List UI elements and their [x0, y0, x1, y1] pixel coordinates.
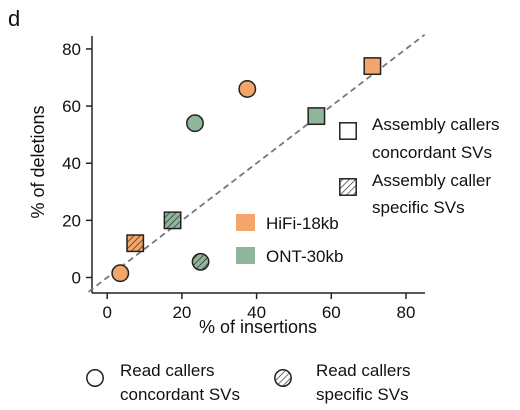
legend-color-swatch — [236, 247, 255, 264]
point-hifi-18kb-square-hatched — [126, 234, 145, 253]
point-hifi-18kb-square-solid — [363, 57, 382, 76]
legend-shape-marker — [339, 122, 357, 140]
legend-shape-label: specific SVs — [372, 198, 465, 217]
x-tick-label: 40 — [247, 303, 266, 322]
legend-shape-label: Assembly callers — [372, 115, 500, 134]
point-hifi-18kb-circle-solid — [238, 79, 257, 98]
x-tick-label: 20 — [172, 303, 191, 322]
y-axis-label: % of deletions — [28, 105, 48, 218]
y-tick-label: 80 — [62, 40, 81, 59]
y-tick-label: 0 — [72, 269, 81, 288]
legend-shape-label: Read callers — [120, 361, 215, 380]
legend-color-swatch — [236, 214, 255, 231]
point-ont-30kb-circle-hatched — [191, 252, 210, 271]
legend-color-label: ONT-30kb — [266, 247, 343, 266]
x-tick-label: 0 — [102, 303, 111, 322]
shape-legend: Assembly callers concordant SVs Assembly c… — [86, 115, 500, 404]
legend-shape-label: concordant SVs — [372, 143, 492, 162]
x-ticks: 0 20 40 60 80 — [102, 293, 415, 322]
point-hifi-18kb-circle-solid — [111, 264, 130, 283]
y-tick-label: 40 — [62, 154, 81, 173]
legend-shape-marker — [274, 369, 292, 387]
point-ont-30kb-square-hatched — [163, 211, 182, 230]
legend-shape-label: Read callers — [316, 361, 411, 380]
axes — [91, 36, 425, 294]
point-ont-30kb-square-solid — [307, 107, 326, 126]
reference-diagonal-line — [87, 33, 426, 293]
y-tick-label: 60 — [62, 97, 81, 116]
y-ticks: 0 20 40 60 80 — [62, 40, 92, 288]
x-tick-label: 80 — [397, 303, 416, 322]
legend-shape-label: specific SVs — [316, 385, 409, 404]
color-legend: HiFi-18kb ONT-30kb — [236, 214, 343, 266]
legend-shape-label: Assembly caller — [372, 171, 491, 190]
legend-shape-marker — [86, 369, 104, 387]
y-tick-label: 20 — [62, 211, 81, 230]
legend-shape-label: concordant SVs — [120, 385, 240, 404]
legend-color-label: HiFi-18kb — [266, 214, 339, 233]
point-ont-30kb-circle-solid — [186, 114, 204, 133]
x-axis-label: % of insertions — [199, 317, 317, 337]
legend-shape-marker — [339, 178, 357, 196]
x-tick-label: 60 — [322, 303, 341, 322]
data-points — [111, 57, 382, 283]
panel-label: d — [8, 6, 20, 31]
